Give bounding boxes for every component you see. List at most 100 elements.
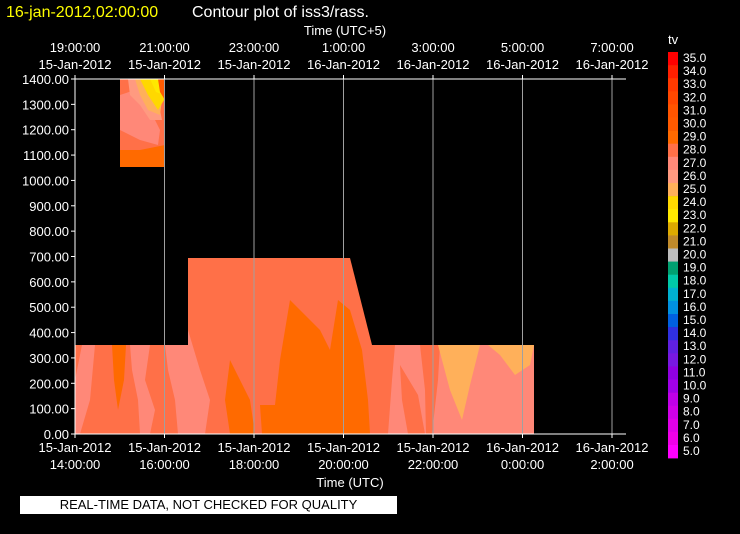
top-axis-label: Time (UTC+5)	[304, 23, 386, 38]
y-tick-label: 500.00	[29, 300, 69, 315]
legend-swatch	[668, 380, 678, 393]
legend-swatch	[668, 432, 678, 445]
y-tick-label: 200.00	[29, 376, 69, 391]
legend-level-label: 16.0	[683, 300, 707, 314]
bottom-tick-time: 0:00:00	[501, 457, 544, 472]
bottom-tick-date: 15-Jan-2012	[39, 440, 112, 455]
y-tick-label: 100.00	[29, 402, 69, 417]
legend-swatch	[668, 78, 678, 91]
color-legend: tv35.034.033.032.031.030.029.028.027.026…	[668, 32, 707, 458]
bottom-tick-date: 16-Jan-2012	[486, 440, 559, 455]
legend-swatch	[668, 327, 678, 340]
top-tick-date: 15-Jan-2012	[218, 57, 291, 72]
legend-swatch	[668, 406, 678, 419]
legend-swatch	[668, 91, 678, 104]
legend-swatch	[668, 209, 678, 222]
legend-level-label: 5.0	[683, 444, 700, 458]
y-tick-label: 1000.00	[22, 173, 69, 188]
bottom-tick-date: 15-Jan-2012	[128, 440, 201, 455]
legend-level-label: 31.0	[683, 103, 707, 117]
legend-swatch	[668, 65, 678, 78]
legend-level-label: 27.0	[683, 156, 707, 170]
y-tick-label: 400.00	[29, 326, 69, 341]
bottom-tick-time: 2:00:00	[590, 457, 633, 472]
legend-swatch	[668, 262, 678, 275]
legend-level-label: 9.0	[683, 392, 700, 406]
top-tick-date: 15-Jan-2012	[39, 57, 112, 72]
top-tick-date: 16-Jan-2012	[397, 57, 470, 72]
y-tick-label: 900.00	[29, 199, 69, 214]
legend-swatch	[668, 235, 678, 248]
legend-level-label: 15.0	[683, 313, 707, 327]
legend-level-label: 34.0	[683, 64, 707, 78]
legend-level-label: 19.0	[683, 261, 707, 275]
legend-level-label: 6.0	[683, 431, 700, 445]
legend-level-label: 22.0	[683, 221, 707, 235]
legend-level-label: 20.0	[683, 248, 707, 262]
top-tick-time: 19:00:00	[50, 40, 101, 55]
legend-swatch	[668, 196, 678, 209]
header-timestamp: 16-jan-2012,02:00:00	[6, 4, 158, 21]
top-tick-time: 1:00:00	[322, 40, 365, 55]
legend-level-label: 30.0	[683, 117, 707, 131]
legend-swatch	[668, 275, 678, 288]
legend-level-label: 32.0	[683, 90, 707, 104]
y-tick-label: 1200.00	[22, 123, 69, 138]
legend-swatch	[668, 118, 678, 131]
legend-swatch	[668, 131, 678, 144]
bottom-tick-date: 15-Jan-2012	[307, 440, 380, 455]
bottom-tick-time: 20:00:00	[318, 457, 369, 472]
legend-level-label: 8.0	[683, 405, 700, 419]
top-tick-time: 5:00:00	[501, 40, 544, 55]
legend-title: tv	[668, 32, 679, 47]
top-tick-date: 16-Jan-2012	[307, 57, 380, 72]
legend-swatch	[668, 340, 678, 353]
y-tick-label: 300.00	[29, 351, 69, 366]
top-tick-date: 16-Jan-2012	[576, 57, 649, 72]
y-tick-label: 800.00	[29, 224, 69, 239]
bottom-axis-label: Time (UTC)	[316, 475, 383, 490]
bottom-tick-time: 16:00:00	[139, 457, 190, 472]
legend-level-label: 28.0	[683, 143, 707, 157]
legend-level-label: 18.0	[683, 274, 707, 288]
y-tick-label: 600.00	[29, 275, 69, 290]
bottom-tick-time: 22:00:00	[408, 457, 459, 472]
top-tick-time: 3:00:00	[411, 40, 454, 55]
legend-level-label: 26.0	[683, 169, 707, 183]
chart-title: Contour plot of iss3/rass.	[192, 4, 369, 21]
top-tick-date: 16-Jan-2012	[486, 57, 559, 72]
bottom-tick-date: 16-Jan-2012	[576, 440, 649, 455]
legend-swatch	[668, 353, 678, 366]
top-tick-time: 23:00:00	[229, 40, 280, 55]
y-tick-label: 1400.00	[22, 72, 69, 87]
legend-swatch	[668, 419, 678, 432]
y-tick-label: 1300.00	[22, 97, 69, 112]
legend-swatch	[668, 445, 678, 458]
legend-level-label: 35.0	[683, 51, 707, 65]
legend-swatch	[668, 52, 678, 65]
legend-swatch	[668, 288, 678, 301]
legend-swatch	[668, 104, 678, 117]
legend-level-label: 29.0	[683, 130, 707, 144]
legend-level-label: 23.0	[683, 208, 707, 222]
legend-level-label: 7.0	[683, 418, 700, 432]
bottom-tick-date: 15-Jan-2012	[218, 440, 291, 455]
legend-level-label: 24.0	[683, 195, 707, 209]
legend-level-label: 10.0	[683, 379, 707, 393]
top-tick-time: 21:00:00	[139, 40, 190, 55]
legend-swatch	[668, 183, 678, 196]
legend-level-label: 11.0	[683, 365, 706, 379]
legend-swatch	[668, 157, 678, 170]
legend-swatch	[668, 222, 678, 235]
legend-level-label: 17.0	[683, 287, 707, 301]
top-tick-date: 15-Jan-2012	[128, 57, 201, 72]
legend-swatch	[668, 366, 678, 379]
contour-fill-layer	[75, 79, 534, 434]
legend-swatch	[668, 144, 678, 157]
legend-level-label: 25.0	[683, 182, 707, 196]
legend-swatch	[668, 170, 678, 183]
y-tick-label: 700.00	[29, 250, 69, 265]
legend-swatch	[668, 393, 678, 406]
